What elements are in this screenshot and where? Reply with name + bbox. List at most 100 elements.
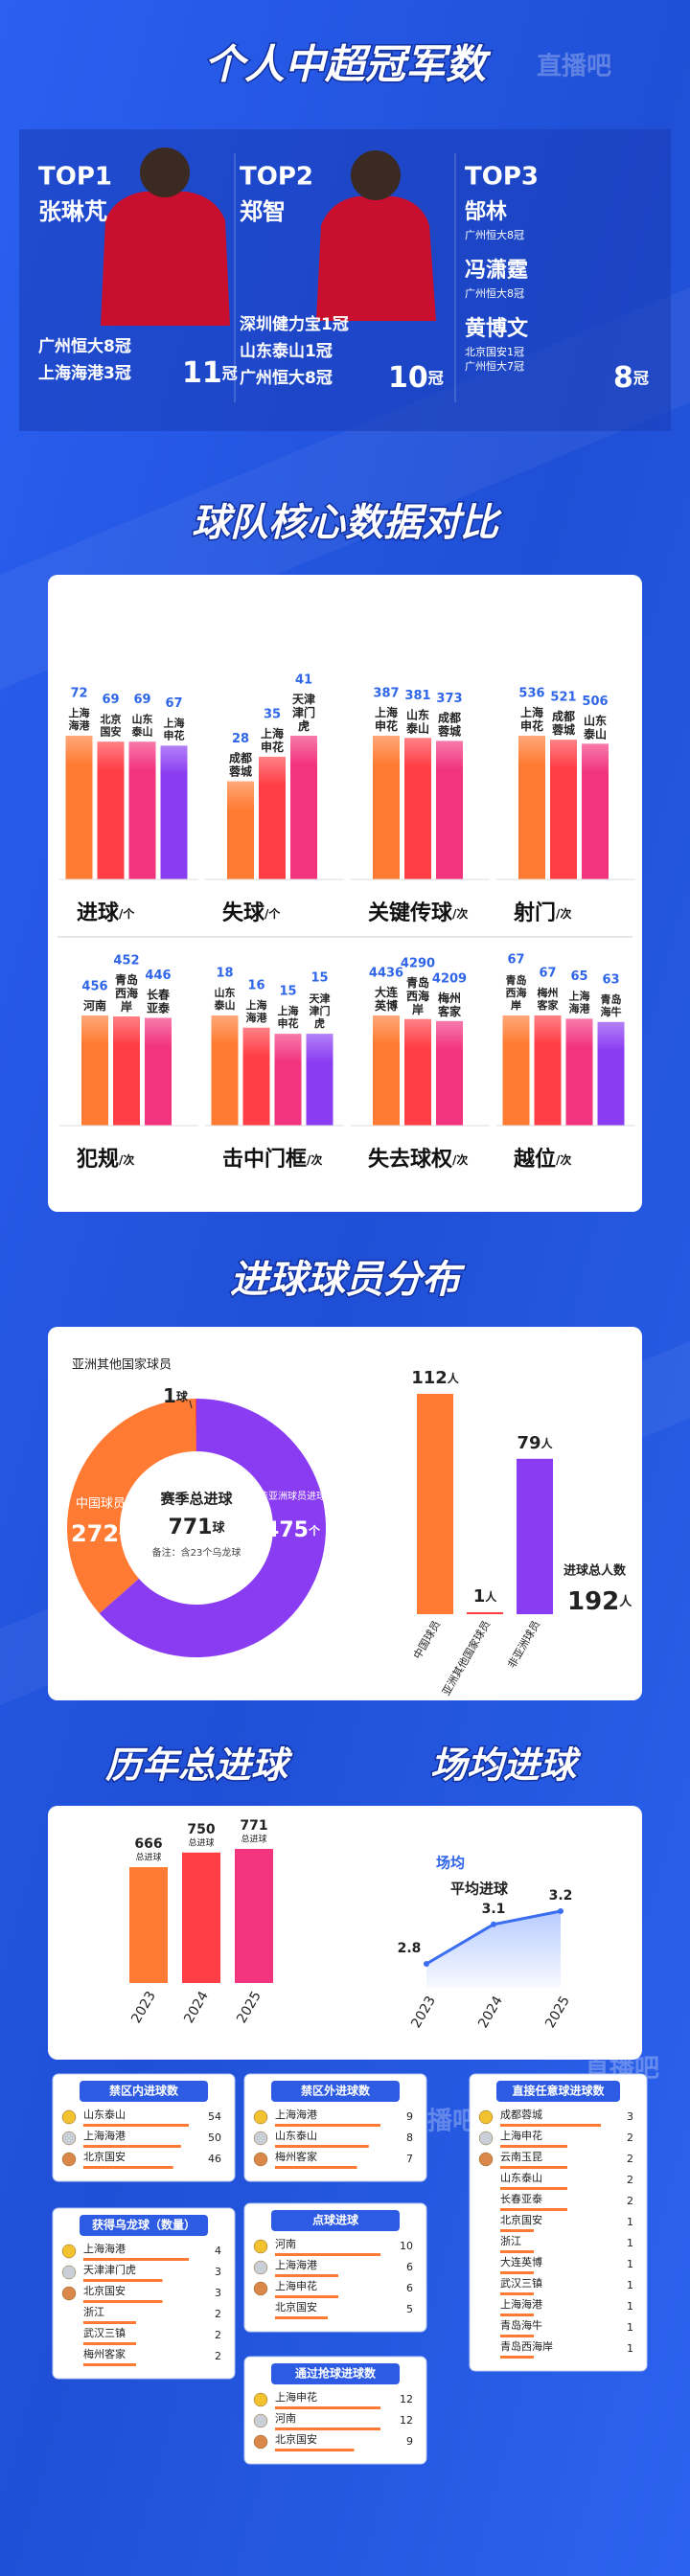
- unit: 人: [619, 1594, 632, 1609]
- team-name-part: 海港: [246, 1011, 268, 1024]
- bar-shine: [128, 741, 156, 771]
- team-name-part: 西海: [506, 986, 527, 999]
- team-name-part: 泰山: [405, 720, 429, 735]
- value: 1: [163, 1384, 176, 1407]
- value-label: 1: [627, 2279, 633, 2291]
- bar-shine: [565, 1018, 593, 1048]
- bar: [500, 2166, 567, 2169]
- team-name: 山东泰山: [583, 713, 607, 741]
- medal: [61, 2265, 77, 2280]
- unit: 人: [541, 1435, 554, 1449]
- bar: [417, 1394, 453, 1614]
- metric-label: 进球/个: [77, 901, 135, 925]
- bar: [182, 1852, 220, 1983]
- value-label: 2: [627, 2153, 633, 2165]
- metric-unit: /个: [119, 906, 135, 921]
- team-name-part: 青岛: [506, 973, 527, 987]
- value: 771: [169, 1516, 213, 1539]
- value: 112: [411, 1368, 448, 1388]
- value-label: 381: [404, 689, 430, 703]
- unit: 冠: [428, 369, 444, 387]
- bar-shine: [211, 1015, 239, 1044]
- team-name: 河南: [275, 2412, 296, 2425]
- team-name: 成都蓉城: [229, 750, 252, 778]
- value-label: 9: [406, 2435, 413, 2448]
- bar: [83, 2279, 163, 2282]
- bar-shine: [290, 736, 317, 764]
- value-label: 112人: [411, 1368, 460, 1388]
- bar-shine: [306, 1034, 334, 1063]
- team-name: 上海申花: [261, 725, 284, 753]
- donut-segment: [66, 1399, 196, 1614]
- donut-segment: [99, 1399, 326, 1657]
- value-label: 1: [627, 2321, 633, 2334]
- team-name: 山东泰山: [405, 707, 429, 735]
- value-label: 4209: [432, 971, 467, 986]
- bar-shine: [436, 1020, 463, 1050]
- team-name: 上海申花: [278, 1004, 299, 1030]
- watermark: 直播吧: [240, 2031, 314, 2060]
- team-name: 天津津门虎: [83, 2263, 136, 2276]
- team-name-part: 山东: [406, 707, 429, 721]
- team-name-part: 客家: [437, 1003, 462, 1017]
- team-name-part: 申花: [520, 718, 543, 733]
- bar-shine: [259, 756, 286, 786]
- watermark: 直播吧: [479, 1394, 554, 1423]
- team-name-part: 国安: [101, 724, 122, 738]
- team-name: 上海申花: [275, 2390, 317, 2404]
- team-name: 上海海港: [500, 2297, 542, 2311]
- bar: [500, 2250, 534, 2253]
- value-label: 7: [406, 2153, 413, 2165]
- team-name: 青岛西海岸: [115, 972, 138, 1014]
- bar-shine: [227, 781, 254, 810]
- bar: [275, 2145, 369, 2148]
- ranking-title: 直接任意球进球数: [512, 2084, 605, 2098]
- metric: 进球: [77, 901, 120, 925]
- bar-shine: [582, 743, 609, 773]
- team-name: 大连英博: [375, 985, 399, 1013]
- value-label: 41: [295, 673, 312, 688]
- value-label: 3.2: [549, 1888, 573, 1904]
- value-label: 67: [165, 696, 182, 711]
- value-label: 1人: [473, 1586, 498, 1607]
- section-title: 球队核心数据对比: [192, 501, 502, 545]
- player-name: 郜林: [465, 200, 507, 224]
- team-name: 山东泰山: [275, 2129, 317, 2142]
- ranking-header: [271, 2210, 400, 2231]
- team-name: 山东泰山: [83, 2108, 126, 2121]
- bar: [83, 2145, 181, 2148]
- value-label: 63: [602, 972, 619, 987]
- team-name-part: 泰山: [214, 998, 236, 1012]
- value-label: 4436: [369, 967, 403, 981]
- title-count: 深圳健力宝1冠: [240, 314, 349, 334]
- team-name-part: 梅州: [438, 990, 461, 1004]
- value-label: 1: [627, 2237, 633, 2249]
- bar-shine: [373, 1015, 400, 1044]
- team-name: 天津津门虎: [292, 692, 315, 733]
- bar: [500, 2335, 534, 2337]
- metric: 关键传球: [368, 900, 453, 925]
- team-name-part: 岸: [121, 999, 132, 1014]
- section-title: 进球球员分布: [230, 1258, 466, 1302]
- ranking-card: [469, 2073, 648, 2372]
- value-label: 15: [310, 971, 328, 986]
- medal: [253, 2434, 268, 2450]
- value-label: 4290: [401, 956, 435, 970]
- bar: [500, 2124, 601, 2127]
- value-label: 771: [240, 1818, 267, 1834]
- team-name-part: 申花: [375, 718, 398, 733]
- value-note: 总进球: [188, 1836, 214, 1848]
- metric-unit: /次: [556, 1152, 571, 1167]
- team-name: 北京国安: [500, 2213, 542, 2226]
- team-name: 北京国安: [275, 2300, 317, 2314]
- team-name: 梅州客家: [537, 986, 560, 1012]
- player-photo-2: [316, 196, 436, 321]
- team-name: 山东泰山: [214, 986, 236, 1012]
- bar: [235, 1849, 273, 1983]
- value-label: 1: [627, 2300, 633, 2313]
- team-name: 浙江: [500, 2235, 521, 2247]
- value-label: 446: [145, 969, 171, 983]
- value-label: 536: [518, 687, 544, 701]
- ranking-header: [271, 2081, 400, 2102]
- team-name-part: 申花: [278, 1016, 299, 1030]
